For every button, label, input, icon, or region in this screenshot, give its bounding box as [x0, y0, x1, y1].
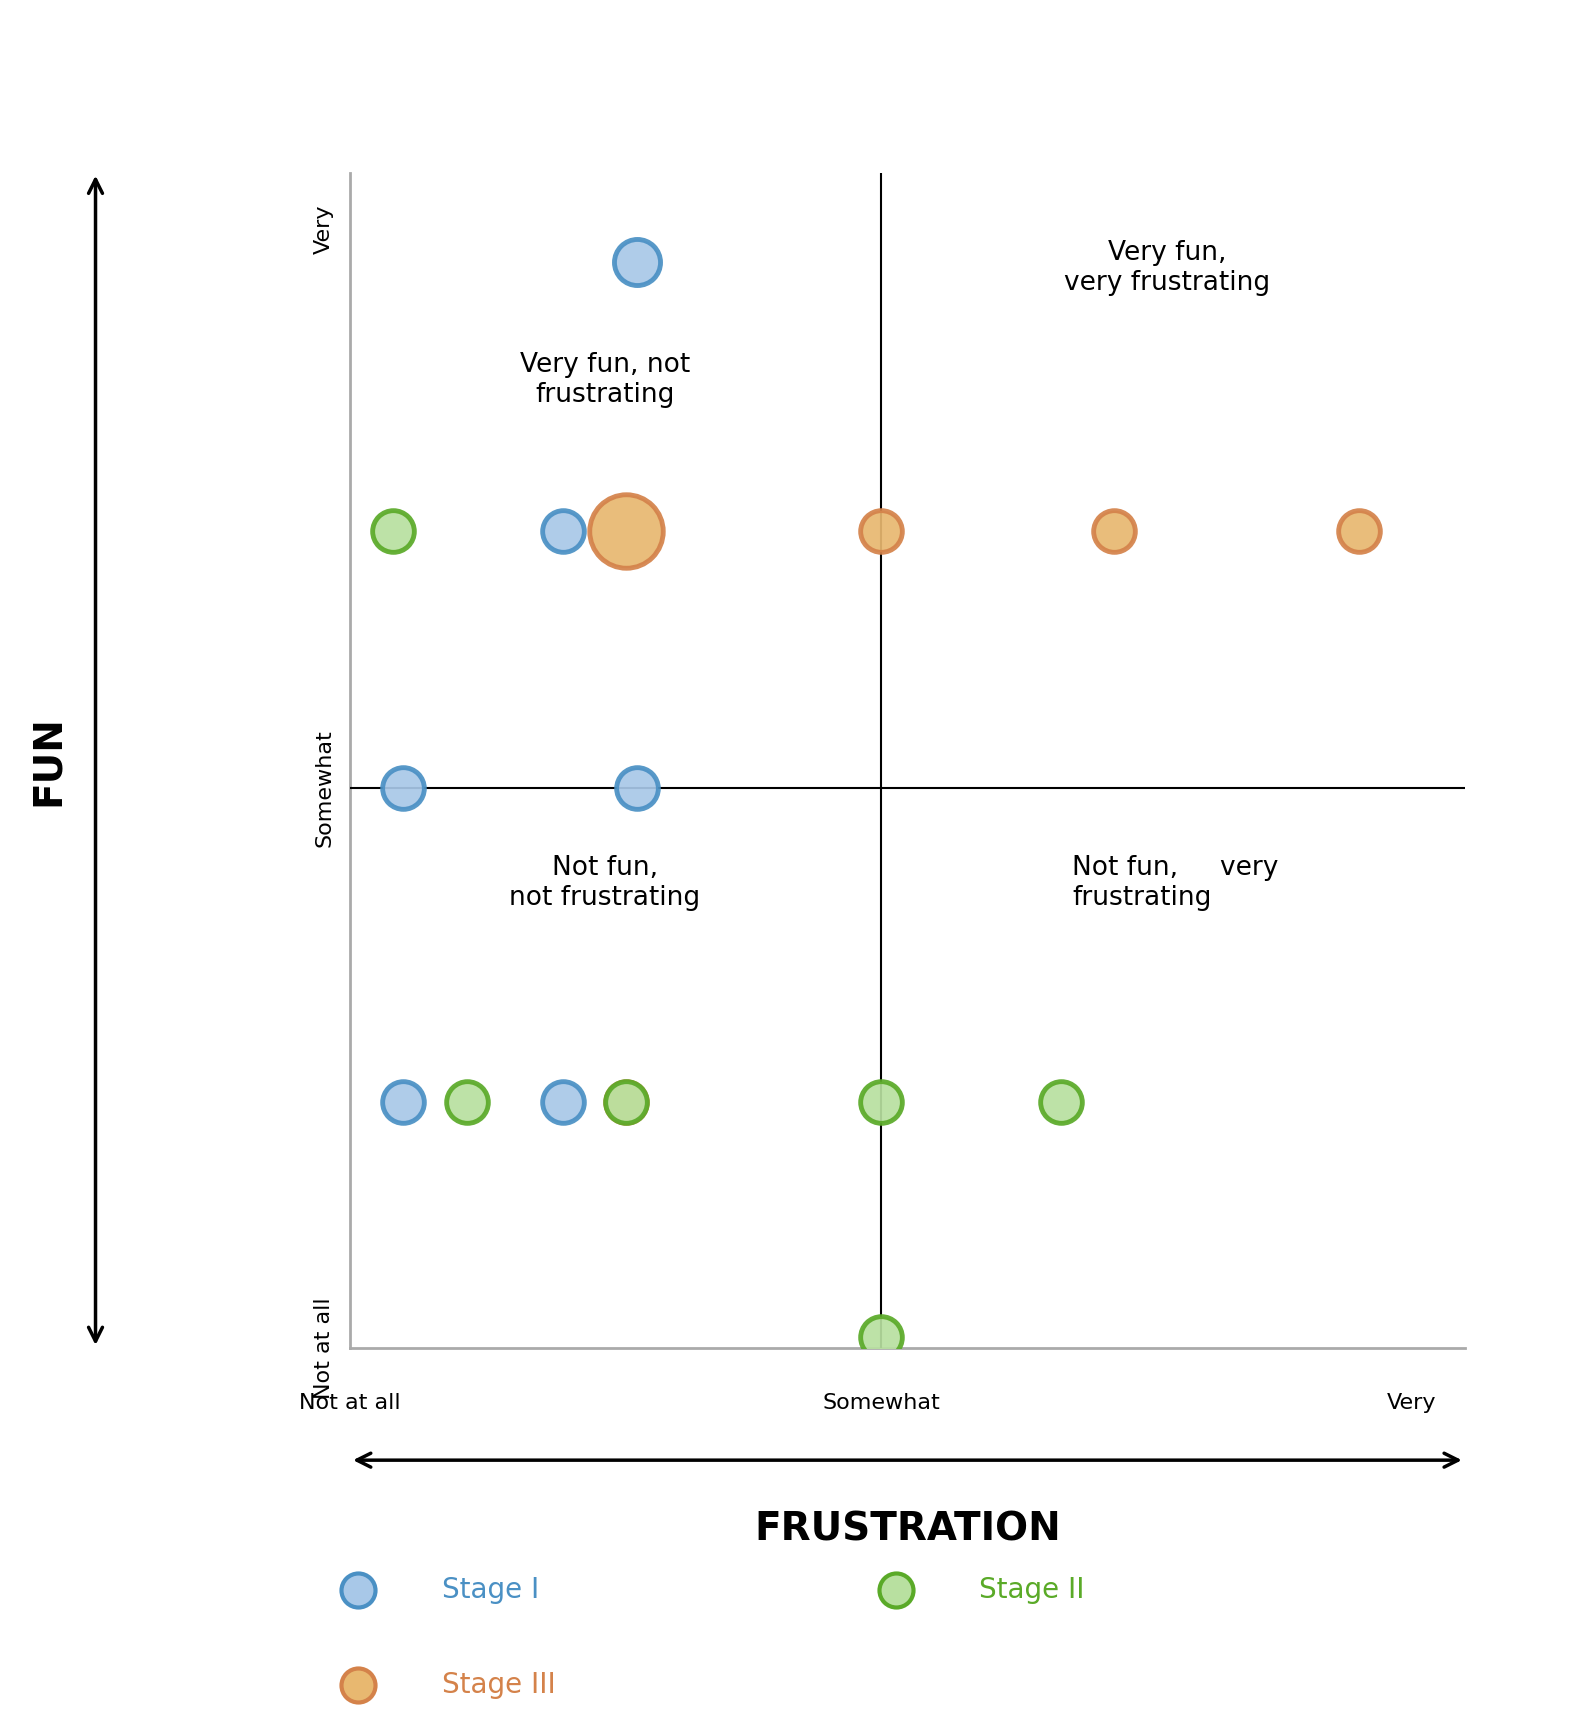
Text: Stage II: Stage II	[979, 1576, 1084, 1604]
Text: Very: Very	[1387, 1393, 1436, 1412]
Text: Stage I: Stage I	[441, 1576, 540, 1604]
Point	[390, 1089, 416, 1116]
Point	[345, 1671, 371, 1699]
Text: Very fun, not
frustrating: Very fun, not frustrating	[521, 353, 689, 408]
Point	[1345, 517, 1371, 544]
Text: Somewhat: Somewhat	[314, 729, 334, 847]
Point	[549, 517, 575, 544]
Point	[390, 774, 416, 802]
Point	[345, 1576, 371, 1604]
Text: Not at all: Not at all	[314, 1298, 334, 1398]
Text: Not fun,     very
frustrating: Not fun, very frustrating	[1071, 855, 1278, 911]
Text: Very fun,
very frustrating: Very fun, very frustrating	[1065, 240, 1270, 295]
Point	[380, 517, 406, 544]
Point	[882, 1576, 907, 1604]
Point	[868, 517, 893, 544]
Point	[868, 1089, 893, 1116]
Text: Very: Very	[314, 204, 334, 254]
Point	[613, 517, 638, 544]
Text: Stage III: Stage III	[441, 1671, 556, 1699]
Point	[549, 1089, 575, 1116]
Point	[613, 1089, 638, 1116]
Text: Not at all: Not at all	[299, 1393, 401, 1412]
Point	[624, 249, 650, 276]
Point	[1049, 1089, 1075, 1116]
Text: FUN: FUN	[29, 715, 67, 805]
Point	[454, 1089, 479, 1116]
Point	[624, 774, 650, 802]
Text: Not fun,
not frustrating: Not fun, not frustrating	[509, 855, 700, 911]
Text: FRUSTRATION: FRUSTRATION	[755, 1510, 1060, 1548]
Point	[868, 1324, 893, 1351]
Point	[1102, 517, 1127, 544]
Text: Somewhat: Somewhat	[821, 1393, 939, 1412]
Point	[613, 1089, 638, 1116]
